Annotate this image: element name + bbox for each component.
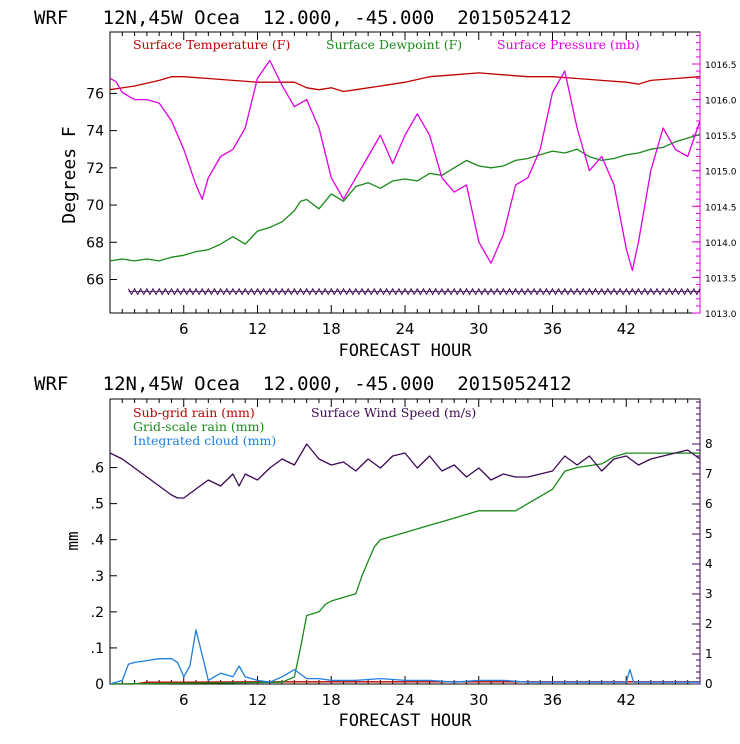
chart2-ytick-label: .6 bbox=[91, 461, 104, 477]
chart2-ytick-label: .4 bbox=[91, 533, 104, 549]
chart2-xtick-label: 12 bbox=[248, 691, 267, 709]
chart1-hatch-band bbox=[127, 287, 701, 296]
chart1-y2tick-label: 1013.5 bbox=[705, 274, 737, 284]
chart1-y2tick-label: 1013.0 bbox=[705, 310, 737, 320]
chart2-y2tick-label: 4 bbox=[705, 557, 713, 571]
chart1-ylabel: Degrees F bbox=[59, 126, 80, 224]
chart1-legend-dewpoint: Surface Dewpoint (F) bbox=[326, 37, 462, 52]
chart2-series-surface-wind-speed-m-s bbox=[109, 443, 701, 499]
chart2-xtick-label: 42 bbox=[617, 691, 636, 709]
chart2-xlabel: FORECAST HOUR bbox=[338, 711, 472, 731]
chart1-series-surface-pressure-mb bbox=[109, 59, 701, 271]
chart1-y2tick-label: 1015.0 bbox=[705, 168, 737, 178]
chart2-ytick-label: .2 bbox=[91, 605, 104, 621]
chart2-y2tick-label: 3 bbox=[705, 587, 713, 601]
chart1-y2-ticks: 1013.0 1013.5 1014.0 1014.5 1015.0 1015.5 1016… bbox=[692, 35, 737, 320]
chart2-y2tick-label: 1 bbox=[705, 647, 713, 661]
chart1-xtick-label: 6 bbox=[179, 320, 189, 338]
chart1-series-surface-temperature-f bbox=[109, 72, 701, 93]
chart1-y2tick-label: 1014.5 bbox=[705, 203, 737, 213]
chart2-series-grid-scale-rain-mm bbox=[109, 452, 700, 685]
chart1-y-ticks: 66 68 70 72 74 76 bbox=[86, 86, 117, 289]
chart1-series bbox=[109, 59, 701, 271]
chart2-y2-ticks: 0 1 2 3 4 5 6 7 8 bbox=[692, 401, 713, 691]
chart1-legend-pressure: Surface Pressure (mb) bbox=[497, 37, 640, 52]
chart2-series bbox=[109, 443, 701, 685]
chart2-legend-grid-rain: Grid-scale rain (mm) bbox=[133, 419, 264, 434]
chart2-y2tick-label: 0 bbox=[705, 677, 713, 691]
chart1-x-ticks: 6 12 18 24 30 36 42 bbox=[121, 32, 689, 338]
chart2-xtick-label: 24 bbox=[395, 691, 414, 709]
chart2-y-ticks: 0 .1 .2 .3 .4 .5 .6 bbox=[91, 461, 117, 693]
chart2-ylabel: mm bbox=[63, 531, 82, 550]
chart1-ytick-label: 70 bbox=[86, 198, 104, 214]
chart2-xtick-label: 6 bbox=[179, 691, 189, 709]
chart1-y2tick-label: 1014.0 bbox=[705, 239, 737, 249]
chart2-y2tick-label: 8 bbox=[705, 437, 713, 451]
chart1-xtick-label: 42 bbox=[617, 320, 636, 338]
chart2-y2tick-label: 2 bbox=[705, 617, 713, 631]
chart1-hatch-line bbox=[127, 287, 701, 296]
chart1-ytick-label: 74 bbox=[86, 124, 104, 140]
chart2-ytick-label: .1 bbox=[91, 641, 104, 657]
chart2-x-ticks: 6 12 18 24 30 36 42 bbox=[121, 399, 689, 709]
chart2-legend-wind-speed: Surface Wind Speed (m/s) bbox=[311, 405, 476, 420]
chart2-ytick-label: 0 bbox=[95, 677, 104, 693]
chart1-legend-temperature: Surface Temperature (F) bbox=[133, 37, 290, 52]
chart1-title: WRF 12N,45W Ocea 12.000, -45.000 2015052… bbox=[34, 7, 572, 29]
chart2-legend-cloud: Integrated cloud (mm) bbox=[133, 433, 276, 448]
chart2-y2tick-label: 6 bbox=[705, 497, 713, 511]
chart2-y2tick-label: 5 bbox=[705, 527, 713, 541]
chart1-xtick-label: 18 bbox=[322, 320, 341, 338]
chart1-xtick-label: 24 bbox=[395, 320, 414, 338]
chart1-y2tick-label: 1016.5 bbox=[705, 61, 737, 71]
chart1-y2tick-label: 1015.5 bbox=[705, 132, 737, 142]
chart1-y2tick-label: 1016.0 bbox=[705, 97, 737, 107]
chart2-xtick-label: 30 bbox=[469, 691, 488, 709]
chart1-ytick-label: 76 bbox=[86, 86, 104, 102]
chart2-ytick-label: .5 bbox=[91, 497, 104, 513]
chart2-xtick-label: 18 bbox=[322, 691, 341, 709]
chart1-xtick-label: 36 bbox=[543, 320, 562, 338]
chart2-y2tick-label: 7 bbox=[705, 467, 713, 481]
chart2-legend-subgrid-rain: Sub-grid rain (mm) bbox=[133, 405, 255, 420]
chart1-ytick-label: 72 bbox=[86, 161, 104, 177]
chart2-title: WRF 12N,45W Ocea 12.000, -45.000 2015052… bbox=[34, 373, 572, 395]
chart2-series-integrated-cloud-mm bbox=[109, 629, 700, 685]
chart2-ytick-label: .3 bbox=[91, 569, 104, 585]
chart1-xtick-label: 12 bbox=[248, 320, 267, 338]
chart1-ytick-label: 66 bbox=[86, 273, 104, 289]
chart1-xlabel: FORECAST HOUR bbox=[338, 341, 472, 361]
chart1-ytick-label: 68 bbox=[86, 235, 104, 251]
chart1-xtick-label: 30 bbox=[469, 320, 488, 338]
chart2-xtick-label: 36 bbox=[543, 691, 562, 709]
